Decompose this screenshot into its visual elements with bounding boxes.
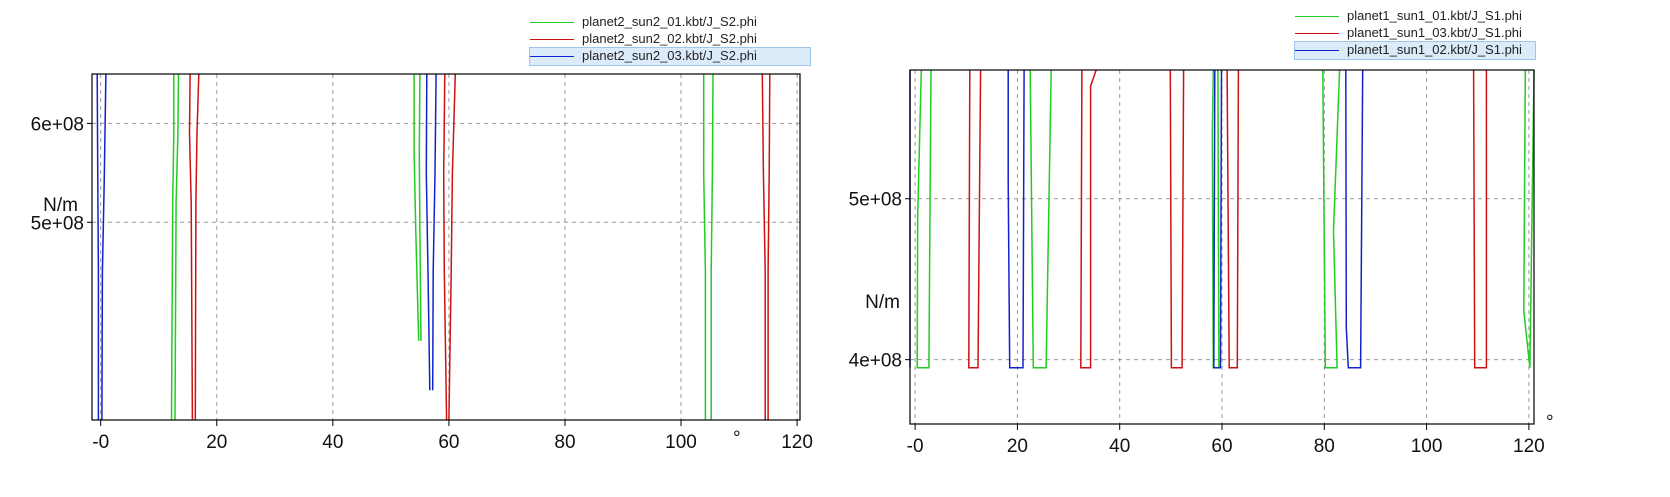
y-axis-label: N/m bbox=[865, 292, 900, 313]
series-line bbox=[767, 73, 771, 420]
legend-item-selected[interactable]: planet1_sun1_02.kbt/J_S1.phi bbox=[1294, 41, 1536, 60]
legend-swatch bbox=[1295, 50, 1339, 51]
series-line bbox=[1080, 69, 1097, 369]
y-axis-label: N/m bbox=[43, 195, 78, 216]
y-tick-label: 5e+08 bbox=[849, 190, 902, 211]
x-tick-label: -0 bbox=[92, 432, 109, 453]
series-line bbox=[1345, 69, 1364, 369]
series-line bbox=[188, 73, 194, 421]
series-line bbox=[442, 73, 448, 421]
chart-left-legend: planet2_sun2_01.kbt/J_S2.phi planet2_sun… bbox=[529, 14, 811, 66]
legend-label: planet1_sun1_03.kbt/J_S1.phi bbox=[1347, 25, 1522, 40]
x-tick-label: 20 bbox=[1007, 436, 1028, 457]
x-tick-label: 40 bbox=[322, 432, 343, 453]
series-line bbox=[1007, 69, 1025, 369]
legend-item[interactable]: planet2_sun2_02.kbt/J_S2.phi bbox=[530, 31, 810, 48]
legend-swatch bbox=[530, 56, 574, 57]
series-line bbox=[1213, 69, 1223, 369]
legend-label: planet2_sun2_01.kbt/J_S2.phi bbox=[582, 14, 757, 29]
x-tick-label: 80 bbox=[1314, 436, 1335, 457]
series-line bbox=[1029, 69, 1052, 369]
legend-item[interactable]: planet2_sun2_01.kbt/J_S2.phi bbox=[530, 14, 810, 31]
series-line bbox=[418, 73, 422, 341]
series-line bbox=[968, 69, 982, 369]
series-line bbox=[702, 74, 707, 420]
chart-right-legend: planet1_sun1_01.kbt/J_S1.phi planet1_sun… bbox=[1294, 8, 1536, 60]
chart-left: -0 20 40 60 80 100 120 6e+08 5e+08 planet2_sun2_… bbox=[0, 0, 830, 497]
chart-right-plot: -0 20 40 60 80 100 120 5e+08 4e+08 bbox=[849, 69, 1545, 457]
series-line bbox=[761, 73, 766, 420]
chart-right: -0 20 40 60 80 100 120 5e+08 4e+08 planet1_sun1_… bbox=[840, 0, 1670, 497]
x-tick-label: 40 bbox=[1109, 436, 1130, 457]
series-line bbox=[1322, 69, 1341, 369]
legend-swatch bbox=[530, 22, 574, 23]
series-line bbox=[174, 73, 180, 421]
legend-label: planet2_sun2_03.kbt/J_S2.phi bbox=[582, 48, 757, 63]
legend-swatch bbox=[1295, 16, 1339, 17]
x-tick-label: 120 bbox=[1513, 436, 1545, 457]
x-tick-label: 100 bbox=[1411, 436, 1443, 457]
x-tick-label: 100 bbox=[665, 432, 697, 453]
legend-swatch bbox=[1295, 33, 1339, 34]
series-line bbox=[448, 73, 457, 421]
legend-item[interactable]: planet1_sun1_01.kbt/J_S1.phi bbox=[1295, 8, 1535, 25]
legend-item[interactable]: planet1_sun1_03.kbt/J_S1.phi bbox=[1295, 25, 1535, 42]
series-line bbox=[1226, 69, 1240, 369]
series-line bbox=[101, 73, 107, 421]
series-line bbox=[413, 74, 420, 341]
x-axis-unit: ° bbox=[1546, 412, 1554, 433]
series-line bbox=[1472, 69, 1488, 369]
legend-label: planet1_sun1_02.kbt/J_S1.phi bbox=[1347, 42, 1522, 57]
x-tick-label: 60 bbox=[438, 432, 459, 453]
series-line bbox=[431, 73, 437, 391]
legend-item-selected[interactable]: planet2_sun2_03.kbt/J_S2.phi bbox=[529, 47, 811, 66]
y-tick-label: 5e+08 bbox=[31, 213, 84, 234]
x-tick-label: 120 bbox=[781, 432, 813, 453]
series-line bbox=[710, 73, 714, 420]
series-line bbox=[170, 74, 175, 421]
y-tick-label: 4e+08 bbox=[849, 351, 902, 372]
series-line bbox=[1523, 69, 1535, 368]
series-line bbox=[194, 73, 200, 421]
x-tick-label: 20 bbox=[206, 432, 227, 453]
series-line bbox=[96, 73, 100, 420]
x-tick-label: 60 bbox=[1211, 436, 1232, 457]
x-tick-label: -0 bbox=[907, 436, 924, 457]
x-tick-label: 80 bbox=[554, 432, 575, 453]
legend-swatch bbox=[530, 39, 574, 40]
series-line bbox=[916, 69, 932, 369]
series-line bbox=[1169, 69, 1185, 369]
y-tick-label: 6e+08 bbox=[31, 114, 84, 135]
series-line bbox=[425, 73, 431, 391]
plot-frame bbox=[91, 73, 801, 421]
chart-left-plot: -0 20 40 60 80 100 120 6e+08 5e+08 bbox=[31, 73, 813, 453]
legend-label: planet1_sun1_01.kbt/J_S1.phi bbox=[1347, 8, 1522, 23]
x-axis-unit: ° bbox=[733, 428, 741, 449]
legend-label: planet2_sun2_02.kbt/J_S2.phi bbox=[582, 31, 757, 46]
